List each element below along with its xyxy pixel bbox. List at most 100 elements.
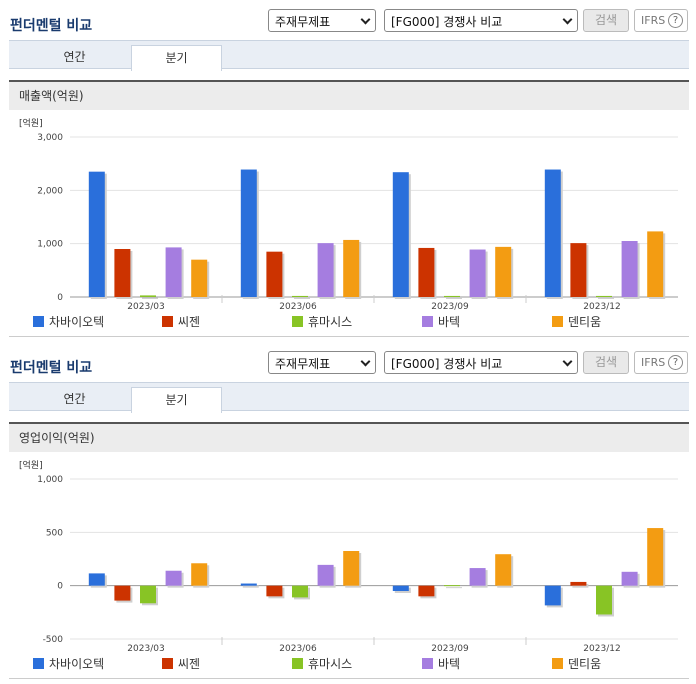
- revenue-bar-chart: [억원] 0 1,000 2,000 3,000 2023/03 2023/06 2023/0…: [19, 117, 678, 312]
- y-tick-label: 500: [46, 528, 63, 538]
- comparison-group-value: [FG000] 경쟁사 비교: [391, 15, 503, 29]
- ifrs-button[interactable]: IFRS ?: [634, 351, 688, 374]
- bar-휴마시스: [292, 295, 308, 297]
- bar-차바이오텍: [240, 583, 257, 586]
- legend-item[interactable]: 덴티움: [552, 313, 601, 330]
- bar-덴티움: [647, 528, 664, 586]
- legend-item[interactable]: 휴마시스: [292, 655, 352, 672]
- bar-차바이오텍: [392, 172, 409, 297]
- y-axis-unit-label: [억원]: [19, 117, 43, 129]
- bar-씨젠: [570, 243, 587, 297]
- x-tick-label: 2023/12: [583, 644, 620, 654]
- legend-label: 덴티움: [568, 657, 602, 671]
- legend-swatch: [552, 658, 563, 669]
- bar-shadow: [294, 297, 310, 299]
- legend-item[interactable]: 차바이오텍: [33, 655, 104, 672]
- legend-item[interactable]: 바텍: [422, 313, 460, 330]
- chevron-down-icon: [562, 356, 573, 367]
- x-tick-label: 2023/09: [431, 302, 469, 312]
- bar-휴마시스: [596, 295, 612, 297]
- bar-shadow: [142, 297, 158, 299]
- legend-swatch: [422, 316, 433, 327]
- panel-revenue: 펀더멘털 비교 주재무제표 [FG000] 경쟁사 비교 검색 IFRS ? 연…: [0, 9, 696, 337]
- x-tick-label: 2023/03: [127, 302, 164, 312]
- statement-type-select[interactable]: 주재무제표: [268, 351, 376, 374]
- chevron-down-icon: [360, 356, 371, 367]
- legend-label: 차바이오텍: [49, 657, 105, 671]
- bar-씨젠: [266, 251, 283, 297]
- ifrs-button[interactable]: IFRS ?: [634, 9, 688, 32]
- bar-바텍: [469, 568, 486, 586]
- bar-씨젠: [570, 581, 587, 586]
- y-tick-label: 1,000: [37, 475, 63, 485]
- legend-item[interactable]: 차바이오텍: [33, 313, 104, 330]
- chart-title: 매출액(억원): [9, 80, 689, 110]
- legend-label: 차바이오텍: [49, 315, 105, 329]
- bar-바텍: [317, 243, 334, 297]
- legend-label: 휴마시스: [308, 315, 353, 329]
- ifrs-label: IFRS: [641, 356, 666, 369]
- tab-quarterly[interactable]: 분기: [131, 387, 222, 413]
- bar-덴티움: [647, 231, 664, 297]
- operating-profit-bar-chart: [억원] -500 0 500 1,000 2023/03 2023/06 2023/09 20…: [19, 459, 678, 654]
- bar-shadow: [572, 583, 589, 588]
- tab-annual[interactable]: 연간: [63, 50, 86, 64]
- statement-type-select[interactable]: 주재무제표: [268, 9, 376, 32]
- x-tick-label: 2023/09: [431, 644, 469, 654]
- legend-item[interactable]: 바텍: [422, 655, 460, 672]
- section-title: 펀더멘털 비교: [10, 18, 93, 34]
- comparison-group-select[interactable]: [FG000] 경쟁사 비교: [384, 351, 578, 374]
- legend-item[interactable]: 휴마시스: [292, 313, 352, 330]
- legend-swatch: [422, 658, 433, 669]
- bar-덴티움: [343, 551, 360, 586]
- search-button[interactable]: 검색: [583, 351, 629, 374]
- bar-휴마시스: [596, 585, 612, 615]
- bar-shadow: [446, 587, 462, 589]
- legend-item[interactable]: 씨젠: [162, 655, 200, 672]
- bar-덴티움: [191, 563, 208, 586]
- tab-quarterly[interactable]: 분기: [131, 45, 222, 71]
- legend-swatch: [33, 658, 44, 669]
- bar-차바이오텍: [544, 585, 561, 606]
- search-button[interactable]: 검색: [583, 9, 629, 32]
- period-tabs: 연간 분기: [9, 40, 689, 71]
- chevron-down-icon: [360, 14, 371, 25]
- ifrs-label: IFRS: [641, 14, 666, 27]
- chart-legend: 차바이오텍 씨젠 휴마시스 바텍 덴티움: [0, 313, 696, 331]
- y-tick-label: 0: [57, 293, 63, 303]
- legend-item[interactable]: 덴티움: [552, 655, 601, 672]
- bar-덴티움: [191, 259, 208, 297]
- legend-label: 바텍: [438, 315, 461, 329]
- bar-덴티움: [495, 554, 512, 586]
- bar-바텍: [621, 571, 638, 586]
- bar-차바이오텍: [392, 585, 409, 591]
- legend-swatch: [292, 316, 303, 327]
- bar-휴마시스: [292, 585, 308, 598]
- bar-바텍: [317, 564, 334, 586]
- comparison-group-select[interactable]: [FG000] 경쟁사 비교: [384, 9, 578, 32]
- legend-label: 휴마시스: [308, 657, 353, 671]
- legend-label: 씨젠: [178, 657, 201, 671]
- legend-swatch: [162, 316, 173, 327]
- legend-item[interactable]: 씨젠: [162, 313, 200, 330]
- panel-operating-profit: 펀더멘털 비교 주재무제표 [FG000] 경쟁사 비교 검색 IFRS ? 연…: [0, 342, 696, 684]
- panel-header: 펀더멘털 비교 주재무제표 [FG000] 경쟁사 비교 검색 IFRS ?: [0, 342, 696, 382]
- bar-씨젠: [418, 247, 435, 297]
- y-tick-label: 3,000: [37, 133, 63, 143]
- help-icon[interactable]: ?: [668, 355, 683, 370]
- bar-차바이오텍: [88, 171, 105, 297]
- bar-씨젠: [114, 585, 131, 601]
- bar-차바이오텍: [240, 169, 257, 297]
- y-axis-unit-label: [억원]: [19, 459, 43, 471]
- bar-씨젠: [266, 585, 283, 597]
- bar-휴마시스: [444, 295, 460, 297]
- legend-swatch: [33, 316, 44, 327]
- bar-바텍: [469, 249, 486, 297]
- bar-차바이오텍: [544, 169, 561, 297]
- bar-휴마시스: [140, 585, 156, 604]
- tab-annual[interactable]: 연간: [63, 392, 86, 406]
- x-tick-label: 2023/06: [279, 644, 317, 654]
- bar-휴마시스: [140, 295, 156, 297]
- help-icon[interactable]: ?: [668, 13, 683, 28]
- bar-바텍: [621, 241, 638, 297]
